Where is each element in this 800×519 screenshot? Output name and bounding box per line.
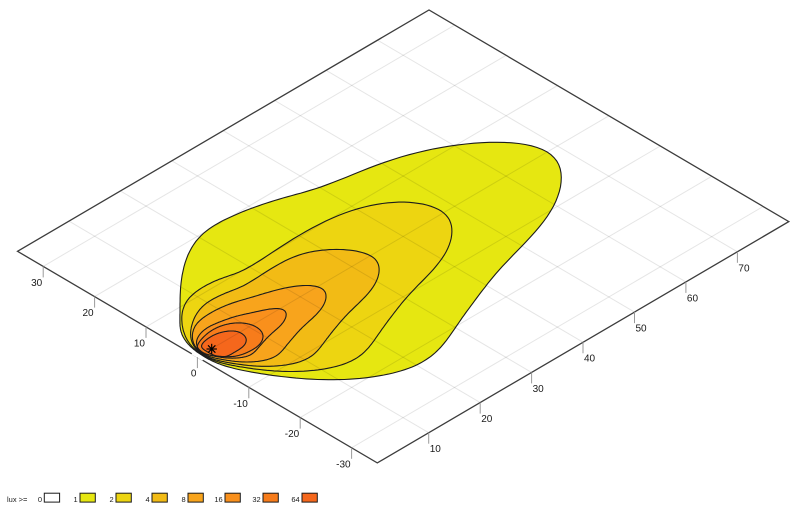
svg-text:0: 0 <box>38 495 42 504</box>
svg-text:4: 4 <box>146 495 150 504</box>
svg-text:60: 60 <box>687 293 699 304</box>
svg-text:70: 70 <box>738 263 750 274</box>
svg-text:8: 8 <box>182 495 186 504</box>
svg-text:1: 1 <box>74 495 78 504</box>
svg-text:lux >=: lux >= <box>7 495 28 504</box>
svg-text:2: 2 <box>110 495 114 504</box>
svg-text:0: 0 <box>191 369 197 380</box>
svg-text:-10: -10 <box>233 399 248 410</box>
svg-text:10: 10 <box>134 338 146 349</box>
svg-text:50: 50 <box>636 324 648 335</box>
svg-text:30: 30 <box>31 278 43 289</box>
svg-text:30: 30 <box>533 384 545 395</box>
svg-text:40: 40 <box>584 354 596 365</box>
svg-text:-20: -20 <box>285 429 300 440</box>
svg-text:10: 10 <box>430 444 442 455</box>
svg-text:64: 64 <box>291 495 299 504</box>
svg-text:32: 32 <box>252 495 260 504</box>
svg-text:-30: -30 <box>336 459 351 470</box>
svg-text:20: 20 <box>481 414 493 425</box>
svg-text:16: 16 <box>214 495 222 504</box>
svg-text:20: 20 <box>82 308 94 319</box>
